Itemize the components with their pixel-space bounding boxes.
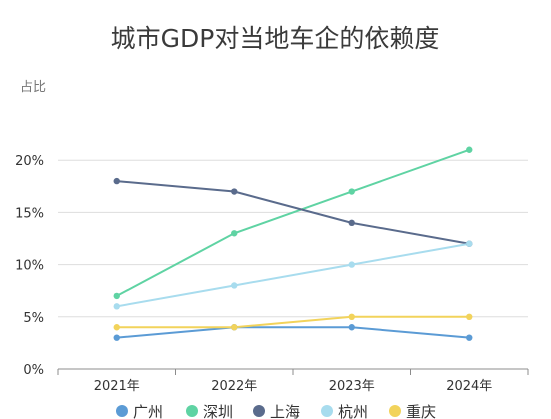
data-point-重庆 bbox=[348, 313, 355, 320]
y-tick-label: 5% bbox=[23, 311, 44, 326]
y-tick-labels: 0% 5% 10% 15% 20% bbox=[15, 154, 44, 378]
data-point-重庆 bbox=[113, 324, 120, 331]
series-lines bbox=[116, 148, 470, 339]
y-tick-label: 10% bbox=[15, 259, 44, 274]
data-point-杭州 bbox=[348, 261, 355, 268]
legend-marker-重庆[interactable] bbox=[389, 405, 401, 417]
y-tick-label: 20% bbox=[15, 154, 44, 169]
x-tick-label: 2022年 bbox=[211, 379, 257, 394]
chart-title: 城市GDP对当地车企的依赖度 bbox=[111, 24, 440, 53]
grid-lines bbox=[58, 159, 528, 370]
legend-marker-深圳[interactable] bbox=[186, 405, 198, 417]
series-line-重庆 bbox=[116, 315, 470, 329]
series-line-上海 bbox=[116, 180, 470, 245]
y-tick-label: 0% bbox=[23, 363, 44, 378]
data-point-重庆 bbox=[231, 324, 238, 331]
data-point-上海 bbox=[113, 177, 120, 185]
y-tick-label: 15% bbox=[15, 206, 44, 221]
data-point-杭州 bbox=[113, 303, 120, 310]
series-points bbox=[113, 146, 473, 341]
data-point-广州 bbox=[113, 334, 120, 341]
legend-label-重庆[interactable]: 重庆 bbox=[406, 403, 436, 419]
legend-label-深圳[interactable]: 深圳 bbox=[203, 403, 233, 419]
data-point-上海 bbox=[231, 188, 238, 195]
legend-marker-上海[interactable] bbox=[253, 405, 265, 417]
legend-marker-杭州[interactable] bbox=[321, 405, 333, 417]
legend-label-上海[interactable]: 上海 bbox=[270, 403, 300, 419]
data-point-深圳 bbox=[348, 188, 355, 195]
data-point-杭州 bbox=[466, 240, 473, 247]
data-point-杭州 bbox=[231, 282, 238, 289]
x-tick-label: 2023年 bbox=[329, 379, 375, 394]
y-axis-label: 占比 bbox=[20, 80, 46, 95]
data-point-广州 bbox=[466, 334, 473, 341]
legend-label-杭州[interactable]: 杭州 bbox=[338, 403, 368, 419]
data-point-深圳 bbox=[466, 146, 473, 153]
series-line-深圳 bbox=[116, 148, 470, 297]
data-point-上海 bbox=[348, 219, 355, 227]
data-point-深圳 bbox=[113, 292, 120, 300]
x-tick-label: 2024年 bbox=[446, 379, 492, 394]
data-point-广州 bbox=[348, 324, 355, 331]
legend-label-广州[interactable]: 广州 bbox=[133, 403, 163, 419]
legend[interactable]: 广州 深圳 上海 杭州 重庆 bbox=[116, 403, 436, 419]
legend-marker-广州[interactable] bbox=[116, 405, 128, 417]
data-point-重庆 bbox=[466, 313, 473, 320]
data-point-深圳 bbox=[231, 230, 238, 237]
x-tick-labels: 2021年 2022年 2023年 2024年 bbox=[57, 369, 529, 394]
x-tick-label: 2021年 bbox=[94, 379, 140, 394]
series-line-广州 bbox=[116, 326, 470, 339]
series-line-杭州 bbox=[116, 242, 470, 308]
